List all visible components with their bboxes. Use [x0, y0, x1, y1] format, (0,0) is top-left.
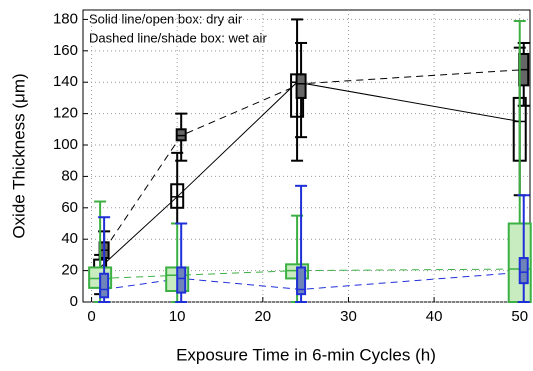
y-tick-label: 0 — [70, 293, 78, 310]
annotation: Solid line/open box: dry air — [89, 11, 243, 26]
y-tick-label: 180 — [53, 10, 78, 27]
box — [296, 266, 307, 296]
x-tick-label: 0 — [87, 308, 95, 325]
y-tick-label: 100 — [53, 136, 78, 153]
x-tick-label: 40 — [426, 308, 443, 325]
box — [176, 266, 187, 294]
box — [99, 272, 110, 299]
median-line — [99, 81, 520, 268]
x-tick-label: 20 — [254, 308, 271, 325]
x-tick-label: 30 — [340, 308, 357, 325]
x-axis-label: Exposure Time in 6-min Cycles (h) — [176, 345, 436, 364]
y-tick-label: 80 — [61, 167, 78, 184]
y-tick-label: 120 — [53, 105, 78, 122]
median-line — [100, 268, 520, 279]
plot-frame — [82, 9, 531, 303]
y-tick-label: 60 — [61, 199, 78, 216]
y-tick-label: 20 — [61, 262, 78, 279]
x-tick-label: 50 — [511, 308, 528, 325]
annotation: Dashed line/shade box: wet air — [89, 30, 267, 45]
y-tick-label: 160 — [53, 42, 78, 59]
x-tick-label: 10 — [169, 308, 186, 325]
box — [170, 183, 185, 209]
y-tick-label: 40 — [61, 230, 78, 247]
box — [295, 73, 307, 99]
y-tick-label: 140 — [53, 73, 78, 90]
y-axis-label: Oxide Thickness (μm) — [9, 73, 28, 238]
box — [518, 257, 529, 285]
median-line — [104, 271, 524, 290]
box — [175, 128, 187, 142]
